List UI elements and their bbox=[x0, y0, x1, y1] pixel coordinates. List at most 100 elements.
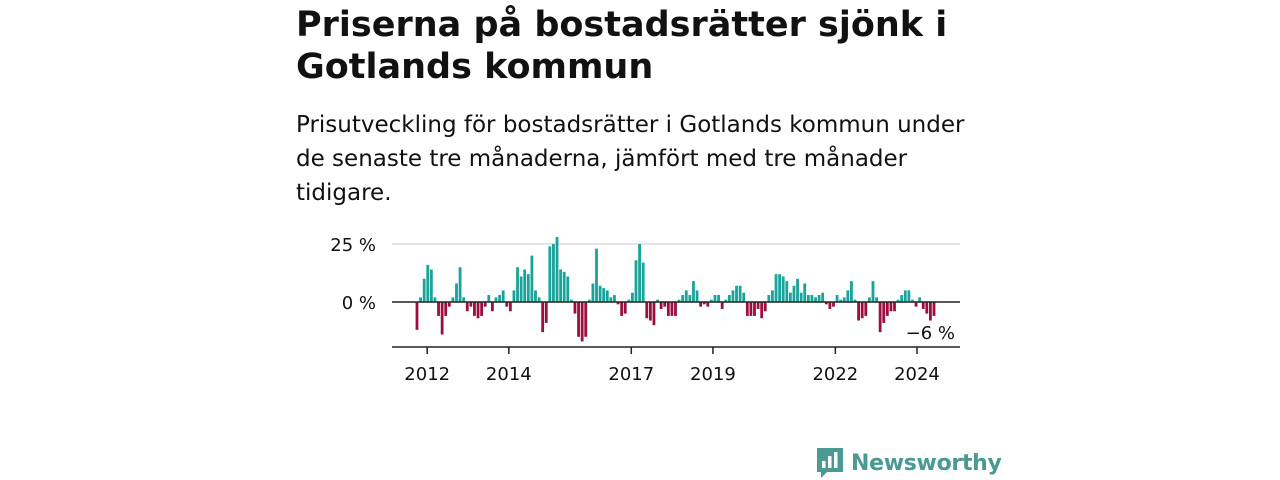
bar bbox=[893, 302, 896, 312]
x-tick-label: 2019 bbox=[690, 364, 736, 385]
bar bbox=[814, 297, 817, 302]
bar bbox=[523, 269, 527, 302]
bar bbox=[663, 302, 667, 307]
bar bbox=[932, 302, 936, 316]
bar bbox=[692, 281, 695, 302]
bar bbox=[548, 246, 552, 302]
bar bbox=[670, 302, 674, 316]
x-tick-label: 2014 bbox=[486, 364, 532, 385]
x-tick-label: 2024 bbox=[894, 364, 940, 385]
bar bbox=[609, 297, 613, 302]
bar bbox=[634, 260, 638, 302]
brand-name: Newsworthy bbox=[851, 450, 1002, 476]
bar bbox=[605, 290, 609, 302]
bar bbox=[652, 302, 656, 326]
bar bbox=[832, 302, 835, 307]
bar bbox=[735, 285, 738, 302]
bar bbox=[810, 295, 814, 302]
bar bbox=[677, 299, 681, 302]
bar bbox=[623, 302, 627, 314]
bar bbox=[720, 302, 724, 309]
bar bbox=[850, 281, 853, 302]
bar bbox=[731, 290, 735, 302]
bar bbox=[552, 244, 555, 302]
bar bbox=[724, 299, 728, 302]
bar bbox=[544, 302, 548, 323]
bar bbox=[835, 295, 839, 302]
bar bbox=[803, 283, 807, 302]
bar bbox=[480, 302, 484, 316]
bar bbox=[613, 295, 616, 302]
bar bbox=[645, 302, 649, 319]
bar bbox=[771, 290, 774, 302]
bar bbox=[505, 302, 509, 307]
bar bbox=[512, 290, 516, 302]
bar bbox=[433, 297, 437, 302]
y-tick-label: 25 % bbox=[330, 235, 376, 256]
y-tick-label: 0 % bbox=[342, 293, 376, 314]
bar bbox=[426, 264, 430, 302]
bar bbox=[508, 302, 512, 312]
bar bbox=[584, 302, 588, 337]
bar bbox=[616, 302, 620, 305]
bar bbox=[763, 302, 767, 312]
bar bbox=[702, 302, 706, 305]
bar bbox=[781, 276, 785, 302]
bar bbox=[900, 295, 904, 302]
last-value-label: −6 % bbox=[906, 323, 955, 344]
bar bbox=[824, 302, 828, 305]
bar bbox=[918, 297, 922, 302]
bar bbox=[842, 297, 846, 302]
bar bbox=[796, 278, 799, 302]
bar bbox=[519, 276, 523, 302]
bar bbox=[889, 302, 893, 312]
bar bbox=[469, 302, 473, 307]
bar bbox=[587, 299, 591, 302]
bar bbox=[853, 299, 857, 302]
bar bbox=[487, 295, 491, 302]
bar bbox=[641, 262, 645, 302]
bar bbox=[498, 295, 501, 302]
bar bbox=[559, 269, 563, 302]
bar bbox=[631, 292, 634, 302]
bar bbox=[595, 248, 598, 302]
bar bbox=[713, 295, 717, 302]
bar bbox=[706, 302, 710, 307]
bar bbox=[929, 302, 932, 321]
bar bbox=[541, 302, 545, 333]
bar bbox=[638, 244, 641, 302]
bar bbox=[857, 302, 860, 321]
bar bbox=[451, 297, 455, 302]
chart-subtitle: Prisutveckling för bostadsrätter i Gotla… bbox=[296, 112, 965, 206]
bar bbox=[526, 274, 530, 302]
bar bbox=[878, 302, 882, 333]
bar bbox=[620, 302, 624, 316]
bars bbox=[415, 237, 936, 342]
bar bbox=[896, 299, 900, 302]
axes: 25 % 0 % 2012 2014 2017 2019 2022 2024 −6 % bbox=[330, 235, 960, 385]
bar bbox=[429, 269, 433, 302]
bar bbox=[756, 302, 760, 309]
bar bbox=[591, 283, 595, 302]
bar bbox=[907, 290, 911, 302]
newsworthy-logo-icon bbox=[817, 448, 843, 478]
bar bbox=[778, 274, 782, 302]
bar bbox=[867, 297, 871, 302]
bar bbox=[447, 302, 451, 307]
bar bbox=[501, 290, 505, 302]
bar bbox=[483, 302, 487, 307]
bar bbox=[821, 292, 825, 302]
bar bbox=[817, 295, 821, 302]
bar bbox=[537, 297, 541, 302]
bar bbox=[566, 276, 570, 302]
x-tick-label: 2012 bbox=[404, 364, 450, 385]
bar bbox=[839, 299, 843, 302]
bar bbox=[659, 302, 663, 309]
bar bbox=[914, 302, 918, 307]
bar bbox=[753, 302, 756, 316]
bar bbox=[648, 302, 652, 321]
bar bbox=[476, 302, 480, 319]
bar bbox=[444, 302, 448, 316]
bar bbox=[767, 295, 771, 302]
